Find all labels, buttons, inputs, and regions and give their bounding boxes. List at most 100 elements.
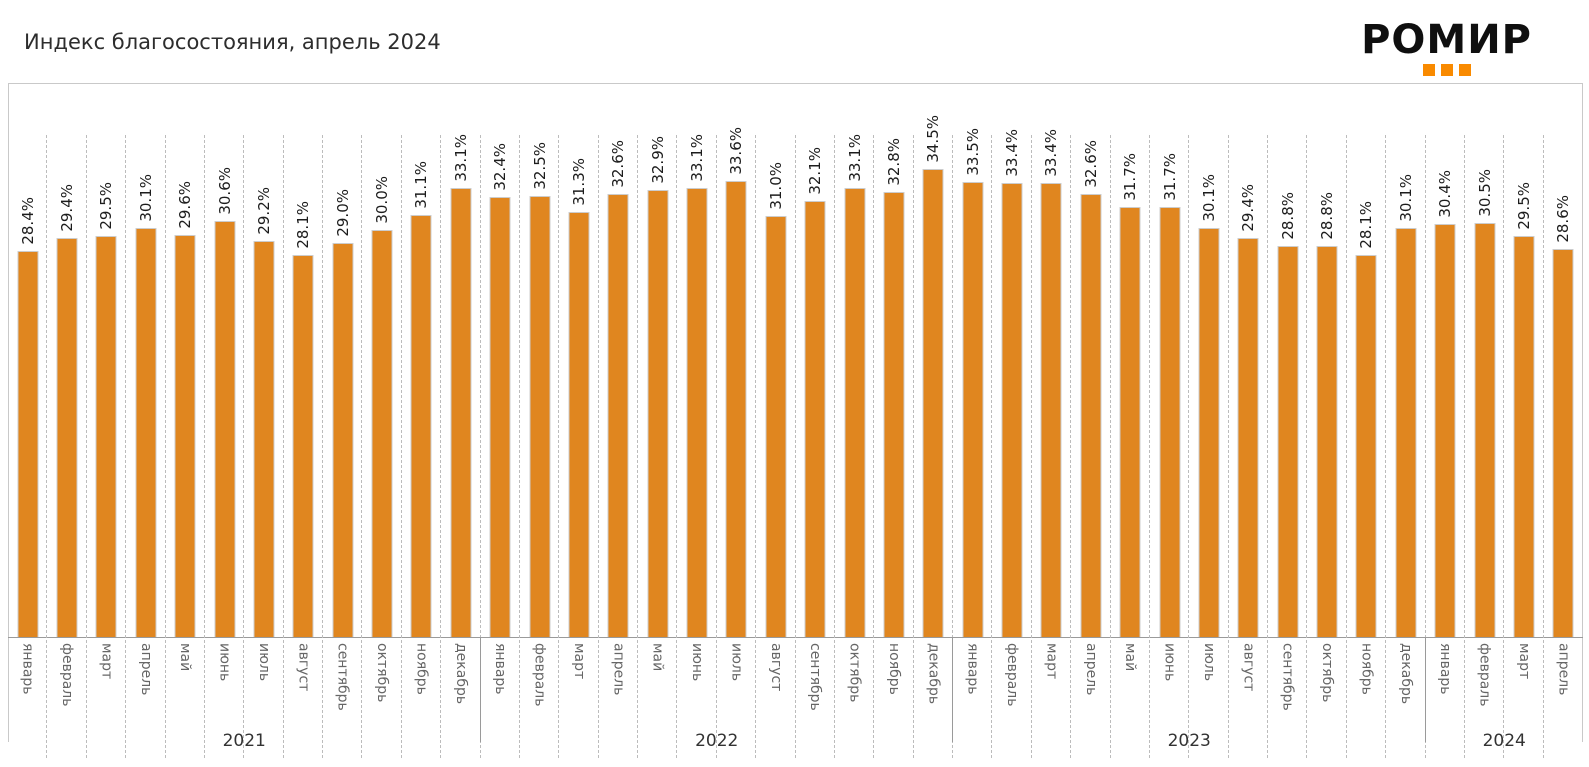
month-tick-label: январь [492,643,509,695]
bar-2023-апрель [1080,194,1102,637]
column-gridline [518,135,520,758]
bar-value-label: 31.7% [1121,153,1140,201]
month-tick-label: март [570,643,587,680]
column-gridline [203,135,205,758]
bar-value-label: 28.8% [1278,192,1297,240]
column-gridline [755,135,757,758]
month-column: 29.5% март [1504,83,1544,758]
month-column: 33.4% февраль [992,83,1032,758]
month-column: 33.1% декабрь [441,83,481,758]
bar-value-label: 33.6% [727,127,746,175]
bar-2021-декабрь [450,188,472,637]
bar-value-label: 32.6% [1081,140,1100,188]
bar-2021-февраль [56,238,78,637]
column-gridline [873,135,875,758]
month-column: 30.6% июнь [205,83,245,758]
bar-value-label: 32.8% [884,138,903,186]
chart-title: Индекс благосостояния, апрель 2024 [24,30,441,54]
bar-value-label: 28.1% [1357,201,1376,249]
bar-value-label: 30.1% [136,174,155,222]
column-gridline [400,135,402,758]
column-gridline [794,135,796,758]
month-tick-label: февраль [531,643,548,707]
bar-value-label: 29.4% [1239,184,1258,232]
bar-2022-апрель [607,194,629,637]
month-column: 33.4% март [1032,83,1072,758]
month-column: 28.8% сентябрь [1268,83,1308,758]
month-tick-label: октябрь [1319,643,1336,703]
month-column: 29.2% июль [244,83,284,758]
month-column: 29.5% март [87,83,127,758]
bar-value-label: 29.6% [176,181,195,229]
bar-value-label: 33.4% [1042,129,1061,177]
bar-2021-март [95,236,117,637]
year-label-2021: 2021 [222,731,266,751]
bar-2021-июнь [214,221,236,637]
bar-value-label: 30.1% [1396,174,1415,222]
column-gridline [676,135,678,758]
month-tick-label: январь [964,643,981,695]
bar-value-label: 29.4% [58,184,77,232]
bar-2022-март [568,212,590,637]
bar-2023-март [1040,183,1062,637]
month-tick-label: август [295,643,312,692]
bar-2021-сентябрь [332,243,354,637]
month-column: 33.5% январь [953,83,993,758]
year-group-2023: 33.5% январь 33.4% февраль 33.4% март 32.6% апр… [953,83,1426,758]
column-gridline [1148,135,1150,758]
column-gridline [991,135,993,758]
month-column: 31.0% август [756,83,796,758]
year-separator [952,637,953,742]
month-tick-label: январь [19,643,36,695]
month-tick-label: апрель [137,643,154,696]
year-separator [1424,637,1426,742]
column-gridline [1188,135,1190,758]
bar-value-label: 31.1% [412,161,431,209]
column-gridline [558,135,560,758]
month-tick-label: ноябрь [885,643,902,695]
bar-2022-июль [725,181,747,637]
month-column: 33.6% июль [717,83,757,758]
month-tick-label: декабрь [452,643,469,705]
bar-2024-март [1513,236,1535,637]
year-group-2021: 28.4% январь 29.4% февраль 29.5% март 30.1% апр… [8,83,481,758]
month-tick-label: апрель [1082,643,1099,696]
column-gridline [1306,135,1308,758]
bar-value-label: 31.7% [1160,153,1179,201]
column-gridline [361,135,363,758]
bar-2023-май [1119,207,1141,637]
bar-2021-ноябрь [410,215,432,637]
column-gridline [125,135,127,758]
column-gridline [322,135,323,758]
month-column: 30.4% январь [1426,83,1465,758]
month-tick-label: апрель [610,643,627,696]
month-tick-label: май [1122,643,1139,672]
month-tick-label: февраль [1004,643,1021,707]
month-column: 28.8% октябрь [1307,83,1347,758]
month-tick-label: сентябрь [1279,643,1296,711]
logo-square [1458,64,1471,76]
column-gridline [243,135,245,758]
month-tick-label: июль [1200,643,1217,682]
month-column: 32.6% апрель [599,83,638,758]
bar-value-label: 31.0% [766,162,785,210]
month-column: 29.4% февраль [47,83,87,758]
month-column: 32.5% февраль [520,83,560,758]
column-gridline [440,135,442,758]
bar-2021-октябрь [371,230,393,637]
month-column: 33.1% июнь [677,83,717,758]
bar-value-label: 30.0% [373,176,392,224]
month-column: 29.6% май [166,83,205,758]
month-tick-label: январь [1437,643,1454,695]
month-tick-label: март [1043,643,1060,680]
month-column: 28.1% август [284,83,323,758]
month-tick-label: июль [255,643,272,682]
bar-2023-октябрь [1316,246,1338,637]
year-label-2023: 2023 [1167,731,1211,751]
bar-2023-ноябрь [1355,255,1377,637]
month-tick-label: август [1240,643,1257,692]
month-column: 32.4% январь [481,83,520,758]
month-tick-label: июнь [1161,643,1178,682]
column-gridline [164,135,166,758]
logo-square [1440,64,1453,76]
